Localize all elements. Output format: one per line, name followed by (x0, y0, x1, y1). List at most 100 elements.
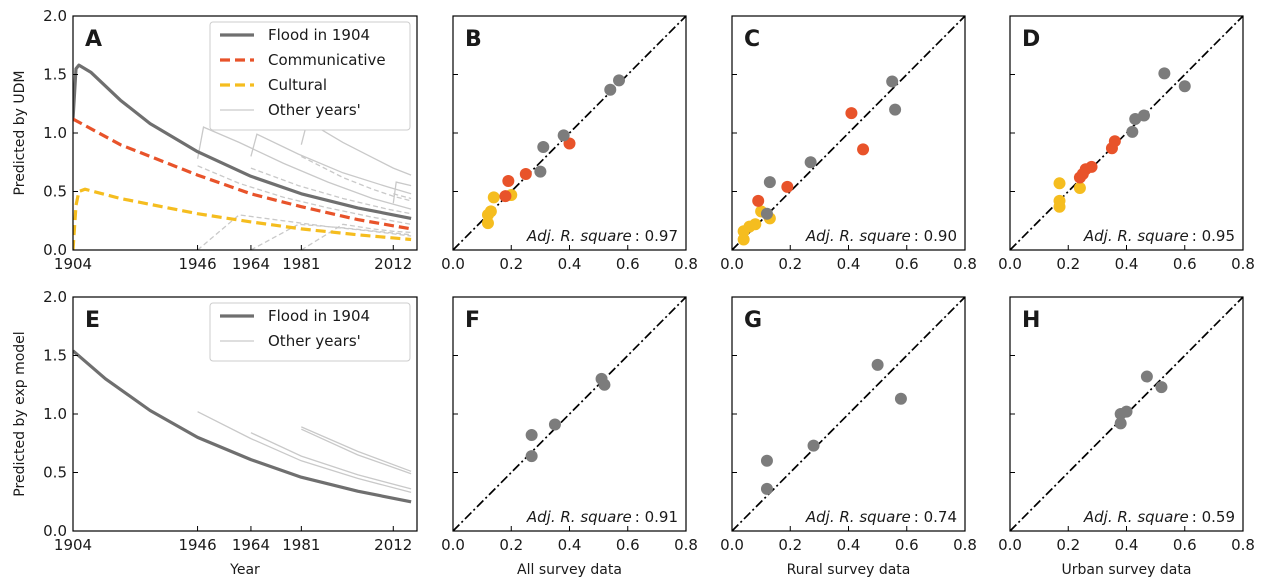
data-point (1140, 370, 1153, 383)
data-point (845, 107, 858, 120)
data-point (537, 141, 550, 154)
data-point (763, 176, 776, 189)
data-point (534, 165, 547, 178)
x-tick-label: 0.4 (558, 255, 582, 273)
other-year-curve (250, 133, 412, 195)
legend-label: Cultural (268, 76, 327, 94)
x-tick-label: 0.4 (1115, 536, 1139, 554)
plot-area (73, 63, 412, 250)
x-axis-title: Rural survey data (787, 562, 911, 578)
other-year-curve (250, 167, 412, 215)
panel-d: 0.0 0.2 0.4 0.6 0.8 Adj. R. square: 0.95 D (998, 15, 1255, 273)
data-point (1155, 381, 1168, 394)
other-year-curve (197, 214, 412, 250)
panel-letter: D (1022, 27, 1040, 52)
adj-r-square-annotation: Adj. R. square: 0.90 (805, 227, 957, 245)
series-line-flood-in-1904 (73, 63, 412, 220)
data-point (749, 218, 762, 231)
legend-label: Other years' (268, 101, 361, 119)
adj-r-square-label: Adj. R. square (1083, 227, 1189, 245)
data-point (760, 454, 773, 467)
panel-e: 0.0 0.5 1.0 1.5 2.0 1904 1946 1964 1981 2012 Predi… (12, 288, 418, 578)
x-tick-label: 0.8 (674, 536, 698, 554)
adj-r-square-value: : 0.95 (1192, 227, 1235, 245)
x-tick-label: 0.4 (837, 536, 861, 554)
adj-r-square-value: : 0.97 (635, 227, 678, 245)
x-tick-label: 0.8 (1231, 536, 1255, 554)
panel-c: 0.0 0.2 0.4 0.6 0.8 Adj. R. square: 0.90 C (720, 15, 977, 273)
adj-r-square-annotation: Adj. R. square: 0.74 (805, 508, 957, 526)
adj-r-square-annotation: Adj. R. square: 0.95 (1083, 227, 1235, 245)
x-tick-label: 0.4 (1115, 255, 1139, 273)
other-year-curve (301, 428, 412, 475)
x-tick-label: 0.6 (895, 536, 919, 554)
x-tick-label: 0.6 (616, 536, 640, 554)
x-tick-label: 1904 (54, 255, 92, 273)
data-point (804, 156, 817, 169)
y-tick-label: 1.0 (43, 405, 67, 423)
other-year-curve (393, 193, 412, 200)
x-tick-label: 0.2 (1056, 255, 1080, 273)
y-axis-title: Predicted by UDM (12, 71, 28, 196)
data-point (1114, 417, 1127, 430)
data-point (1137, 109, 1150, 122)
x-tick-label: 1981 (282, 536, 320, 554)
other-year-curve (301, 155, 412, 202)
other-year-curve (250, 432, 412, 490)
plot-area (73, 349, 412, 504)
x-tick-label: 0.2 (778, 536, 802, 554)
other-year-curve (250, 223, 412, 250)
x-tick-label: 0.6 (1173, 536, 1197, 554)
x-tick-label: 0.0 (720, 255, 744, 273)
x-axis-title: Year (229, 562, 260, 578)
plot-area (732, 16, 965, 250)
series-line-communicative (73, 117, 412, 231)
x-tick-label: 1981 (282, 255, 320, 273)
other-year-curve (197, 411, 412, 494)
data-point (548, 418, 561, 431)
data-point (807, 439, 820, 452)
other-year-curve (300, 223, 412, 250)
data-point (502, 174, 515, 187)
x-tick-label: 0.8 (1231, 255, 1255, 273)
y-tick-label: 1.0 (43, 124, 67, 142)
x-axis-title: Urban survey data (1062, 562, 1192, 578)
axes-frame (731, 296, 966, 532)
x-tick-label: 0.0 (998, 255, 1022, 273)
data-point (557, 129, 570, 142)
y-axis-title: Predicted by exp model (12, 331, 28, 496)
adj-r-square-label: Adj. R. square (805, 508, 911, 526)
axes-frame (72, 296, 418, 532)
panel-letter: C (744, 27, 760, 52)
data-point (1126, 125, 1139, 138)
x-tick-label: 0.2 (499, 536, 523, 554)
legend: Flood in 1904 Other years' (209, 302, 411, 362)
data-point (499, 190, 512, 203)
y-tick-label: 1.5 (43, 347, 67, 365)
data-point (487, 191, 500, 204)
data-point (752, 194, 765, 207)
panel-a: 0.0 0.5 1.0 1.5 2.0 1904 1946 1964 1981 2012 Predi… (12, 7, 418, 273)
legend-label: Communicative (268, 51, 386, 69)
data-point (519, 167, 532, 180)
panel-g: 0.0 0.2 0.4 0.6 0.8 Adj. R. square: 0.74 Rural… (720, 296, 977, 578)
data-point (1073, 181, 1086, 194)
data-point (1158, 67, 1171, 80)
axes-frame (72, 15, 418, 251)
x-tick-label: 0.0 (720, 536, 744, 554)
data-point (1178, 80, 1191, 93)
other-year-curve (196, 126, 412, 210)
x-tick-label: 0.6 (895, 255, 919, 273)
other-year-curve (197, 165, 412, 225)
axes-frame (731, 15, 966, 251)
data-point (760, 207, 773, 220)
panel-letter: F (465, 308, 480, 333)
x-axis-title: All survey data (517, 562, 622, 578)
panel-letter: B (465, 27, 482, 52)
y-tick-label: 2.0 (43, 288, 67, 306)
panel-letter: E (85, 308, 100, 333)
identity-line (732, 297, 965, 531)
adj-r-square-annotation: Adj. R. square: 0.91 (526, 508, 678, 526)
other-year-curve (392, 181, 412, 204)
